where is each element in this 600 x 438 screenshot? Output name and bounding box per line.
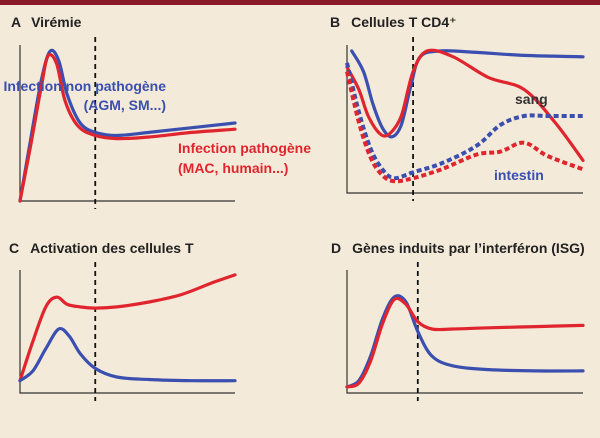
panel-a-series-1-line: [18, 48, 237, 203]
panel-b-annotation-2: intestin: [494, 167, 544, 183]
panel-a-annotation-3: Infection pathogène: [178, 140, 311, 156]
panel-b-letter: B: [330, 14, 340, 30]
panel-a-annotation-4: (MAC, humain...): [178, 160, 288, 176]
panel-a-letter: A: [11, 14, 21, 30]
panel-b-title: B Cellules T CD4⁺: [330, 14, 457, 30]
panel-a-title: A Virémie: [11, 14, 82, 30]
panel-c-series-2-line: [18, 326, 237, 383]
panel-d-series-1-line: [345, 294, 585, 389]
panel-c-letter: C: [9, 240, 19, 256]
panel-a-axes: [19, 45, 235, 202]
panel-a-annotation-2: (AGM, SM...): [84, 97, 166, 113]
panel-d-letter: D: [331, 240, 341, 256]
panel-b-annotation-1: sang: [515, 91, 548, 107]
panel-b-series-1-line: [350, 49, 585, 139]
panel-a-title-text: Virémie: [31, 14, 82, 30]
panel-b-axes: [346, 45, 583, 194]
panel-c-axes: [19, 270, 235, 394]
panel-c-series-1-line: [18, 273, 237, 383]
panel-b-series-3-line: [345, 62, 583, 181]
panel-b-series-4-line: [345, 71, 584, 184]
panel-c-title: C Activation des cellules T: [9, 240, 194, 256]
panel-d-series-2-line: [345, 296, 585, 389]
panel-d-title: D Gènes induits par l’interféron (ISG): [331, 240, 585, 256]
panel-d-title-text: Gènes induits par l’interféron (ISG): [352, 240, 585, 256]
top-frame-bar: [0, 0, 600, 5]
panel-b-series-2-line: [345, 48, 585, 162]
panel-b-title-text: Cellules T CD4⁺: [351, 14, 456, 30]
panel-a-annotation-1: Infection non pathogène: [3, 78, 166, 94]
panel-c-title-text: Activation des cellules T: [30, 240, 194, 256]
panel-a-series-2-line: [18, 52, 237, 203]
panel-d-axes: [346, 270, 583, 394]
